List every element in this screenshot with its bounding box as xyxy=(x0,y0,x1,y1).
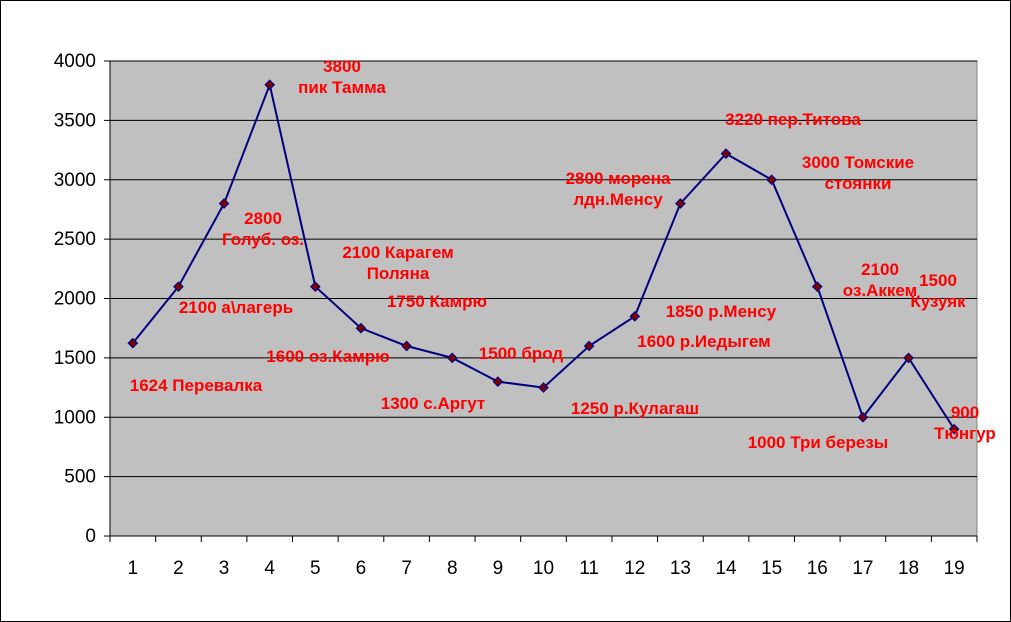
point-annotation: 3220 пер.Титова xyxy=(725,110,861,129)
point-annotation: 1500 Кузуяк xyxy=(910,271,966,311)
annotation-line: Голуб. оз. xyxy=(222,230,304,249)
x-tick-label: 13 xyxy=(670,558,691,579)
point-annotation: 3800 пик Тамма xyxy=(298,57,386,97)
data-point xyxy=(857,411,869,423)
x-tick-label: 15 xyxy=(761,558,782,579)
data-point xyxy=(675,198,686,209)
y-tick-label: 4000 xyxy=(54,51,96,72)
annotation-line: 2100 xyxy=(861,260,899,279)
data-point xyxy=(903,352,914,364)
y-tick-label: 1500 xyxy=(54,348,96,369)
data-point xyxy=(629,310,641,322)
point-annotation: 1000 Три березы xyxy=(748,433,889,452)
annotation-line: пик Тамма xyxy=(298,78,386,97)
data-point xyxy=(173,281,184,292)
data-point xyxy=(538,382,549,393)
point-annotation: 1600 р.Иедыгем xyxy=(637,332,771,351)
x-tick-label: 3 xyxy=(219,558,230,579)
data-point xyxy=(355,322,367,334)
data-point xyxy=(446,352,458,364)
y-tick-label: 2500 xyxy=(54,229,96,250)
annotation-line: Поляна xyxy=(367,264,430,283)
annotation-line: 1000 Три березы xyxy=(748,433,889,452)
data-point xyxy=(948,423,960,435)
data-point xyxy=(492,376,504,387)
x-tick-label: 14 xyxy=(715,558,737,579)
x-tick-label: 9 xyxy=(493,558,504,579)
data-point xyxy=(127,337,139,349)
data-point xyxy=(811,281,823,292)
point-annotation: 2100 оз.Аккем xyxy=(843,260,917,300)
data-point xyxy=(218,198,230,209)
x-tick-label: 7 xyxy=(401,558,412,579)
annotation-line: Тюнгур xyxy=(934,424,996,443)
data-point xyxy=(309,281,321,292)
gridlines xyxy=(110,60,977,478)
point-annotation: 1250 р.Кулагаш xyxy=(571,399,699,418)
x-tick-label: 11 xyxy=(579,558,599,579)
x-tick-label: 18 xyxy=(898,558,919,579)
annotation-line: 900 xyxy=(951,403,979,422)
annotation-line: 1750 Камрю xyxy=(387,292,487,311)
point-annotation: 2100 а\лагерь xyxy=(179,298,293,317)
point-annotation: 1500 брод xyxy=(479,344,564,363)
y-tick-label: 2000 xyxy=(54,289,96,310)
annotation-line: оз.Аккем xyxy=(843,281,917,300)
annotation-line: 3220 пер.Титова xyxy=(725,110,861,129)
y-tick-label: 3000 xyxy=(54,170,96,191)
annotation-line: 1850 р.Менсу xyxy=(666,302,777,321)
point-annotation: 2100 Карагем Поляна xyxy=(342,243,453,283)
annotation-line: 1624 Перевалка xyxy=(130,376,263,395)
annotation-line: Кузуяк xyxy=(910,292,966,311)
data-point xyxy=(401,340,412,352)
series xyxy=(127,79,960,435)
point-annotation: 2800 Голуб. оз. xyxy=(222,209,304,249)
annotation-line: 1250 р.Кулагаш xyxy=(571,399,699,418)
x-tick-label: 10 xyxy=(533,558,554,579)
x-tick-label: 2 xyxy=(173,558,184,579)
point-annotation: 1300 с.Аргут xyxy=(381,394,485,413)
data-point xyxy=(766,174,778,186)
x-tick-label: 4 xyxy=(264,558,275,579)
annotations: 1624 Перевалка 2100 а\лагерь 2800 Голуб. оз… xyxy=(130,57,996,452)
y-tick-label: 0 xyxy=(85,526,96,547)
point-annotation: 1850 р.Менсу xyxy=(666,302,777,321)
x-tick-label: 16 xyxy=(807,558,828,579)
annotation-line: стоянки xyxy=(825,174,892,193)
y-tick-label: 1000 xyxy=(54,407,96,428)
x-tick-label: 17 xyxy=(852,558,873,579)
annotation-line: 1300 с.Аргут xyxy=(381,394,485,413)
annotation-line: 1600 р.Иедыгем xyxy=(637,332,771,351)
y-tick-label: 3500 xyxy=(54,110,96,131)
data-point xyxy=(264,79,276,91)
x-tick-label: 6 xyxy=(356,558,367,579)
x-tick-label: 19 xyxy=(944,558,965,579)
point-annotation: 2800 морена лдн.Менсу xyxy=(566,169,671,209)
annotation-line: 3800 xyxy=(323,57,361,76)
point-annotation: 900 Тюнгур xyxy=(934,403,996,443)
annotation-line: 3000 Томские xyxy=(802,153,914,172)
x-tick-label: 12 xyxy=(624,558,645,579)
annotation-line: 1500 xyxy=(919,271,957,290)
annotation-line: 2800 морена xyxy=(566,169,671,188)
x-tick-label: 1 xyxy=(128,558,139,579)
point-annotation: 1600 оз.Камрю xyxy=(266,347,389,366)
annotation-line: 1600 оз.Камрю xyxy=(266,347,389,366)
annotation-line: 1500 брод xyxy=(479,344,564,363)
annotation-line: 2800 xyxy=(244,209,282,228)
x-tick-label: 8 xyxy=(447,558,458,579)
point-annotation: 3000 Томские стоянки xyxy=(802,153,914,193)
annotation-line: 2100 Карагем xyxy=(342,243,453,262)
point-annotation: 1624 Перевалка xyxy=(130,376,263,395)
annotation-line: лдн.Менсу xyxy=(573,190,663,209)
x-tick-label: 5 xyxy=(310,558,321,579)
data-point xyxy=(583,340,595,352)
point-annotation: 1750 Камрю xyxy=(387,292,487,311)
y-tick-label: 500 xyxy=(64,467,96,488)
annotation-line: 2100 а\лагерь xyxy=(179,298,293,317)
data-point xyxy=(720,148,732,159)
